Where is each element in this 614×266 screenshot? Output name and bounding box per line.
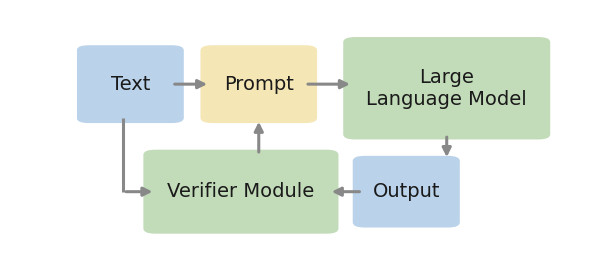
FancyBboxPatch shape — [77, 45, 184, 123]
Text: Large
Language Model: Large Language Model — [367, 68, 527, 109]
Text: Prompt: Prompt — [224, 75, 293, 94]
FancyBboxPatch shape — [144, 150, 338, 234]
Text: Text: Text — [111, 75, 150, 94]
FancyBboxPatch shape — [200, 45, 317, 123]
FancyBboxPatch shape — [343, 37, 550, 139]
Text: Output: Output — [373, 182, 440, 201]
Text: Verifier Module: Verifier Module — [167, 182, 314, 201]
FancyBboxPatch shape — [352, 156, 460, 227]
